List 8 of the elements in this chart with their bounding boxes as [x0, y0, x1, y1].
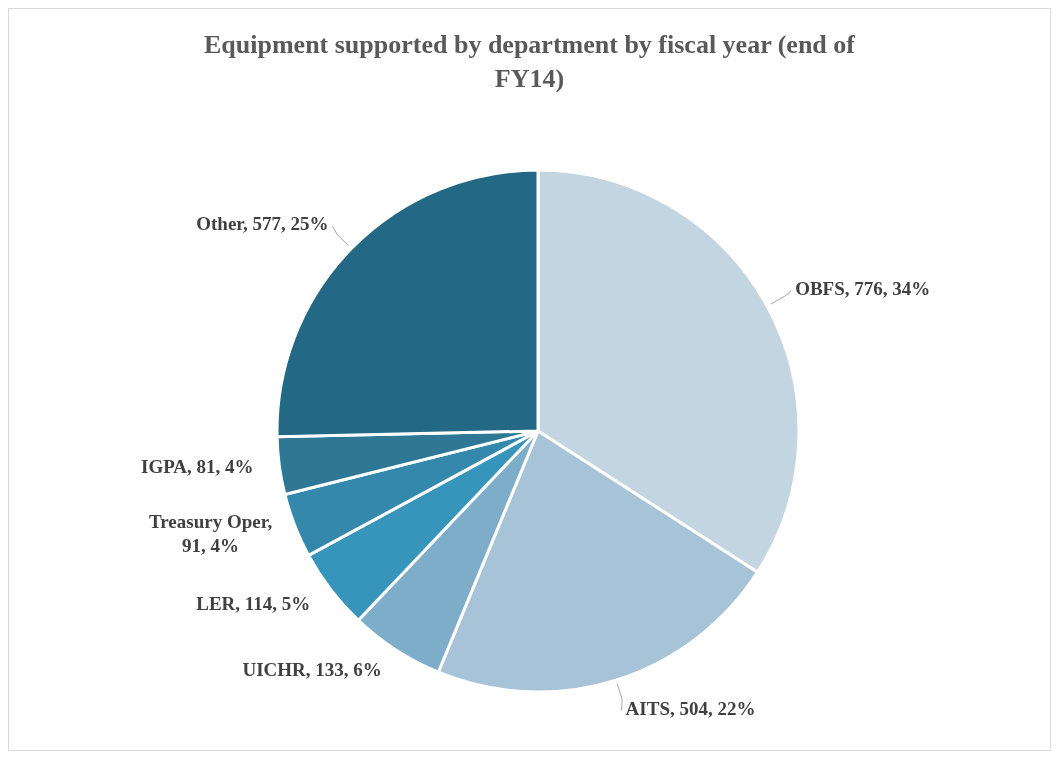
- slice-label: AITS, 504, 22%: [625, 697, 756, 719]
- chart-title: Equipment supported by department by fiscal year (end of FY14): [203, 30, 856, 93]
- slice-label: UICHR, 133, 6%: [242, 659, 382, 681]
- slice-label: Other, 577, 25%: [196, 213, 329, 235]
- slice-label: OBFS, 776, 34%: [795, 277, 931, 299]
- slice-label: IGPA, 81, 4%: [140, 456, 254, 478]
- slice-label: Treasury Oper, 91, 4%: [148, 511, 273, 557]
- slice-label: LER, 114, 5%: [196, 593, 311, 615]
